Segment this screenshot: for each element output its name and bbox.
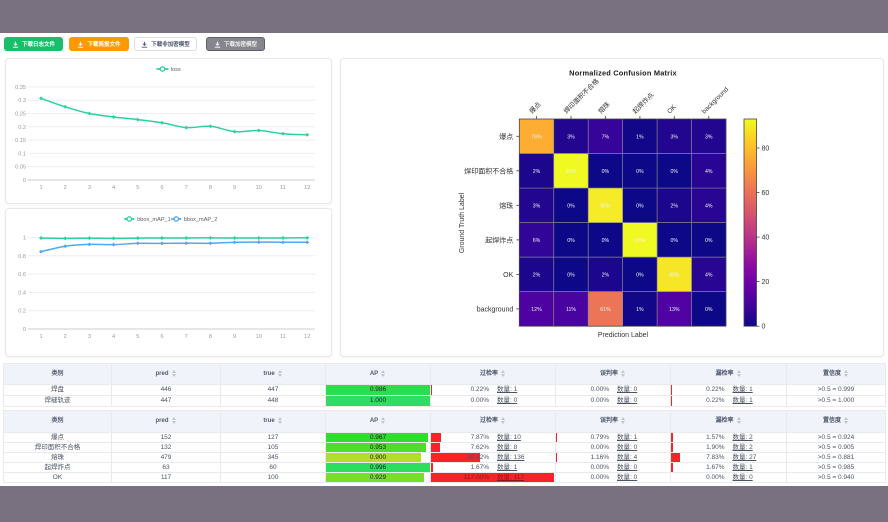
svg-text:0.1: 0.1: [18, 151, 26, 157]
svg-text:爆点: 爆点: [527, 99, 543, 115]
svg-text:0%: 0%: [602, 169, 610, 175]
svg-text:0.25: 0.25: [15, 112, 26, 118]
svg-text:0.6: 0.6: [18, 272, 26, 278]
svg-text:7: 7: [185, 334, 188, 340]
svg-text:12%: 12%: [531, 307, 542, 313]
svg-text:焊印面积不合格: 焊印面积不合格: [464, 166, 513, 175]
svg-text:0: 0: [23, 327, 26, 333]
svg-text:1%: 1%: [636, 134, 644, 140]
svg-text:0%: 0%: [636, 203, 644, 209]
svg-text:7: 7: [185, 185, 188, 191]
svg-text:9: 9: [233, 185, 236, 191]
svg-text:4: 4: [112, 334, 115, 340]
svg-text:10: 10: [256, 185, 262, 191]
svg-text:background: background: [701, 86, 731, 116]
svg-text:0%: 0%: [671, 169, 679, 175]
svg-text:Normalized Confusion Matrix: Normalized Confusion Matrix: [569, 69, 677, 78]
svg-text:4%: 4%: [705, 272, 713, 278]
svg-text:6: 6: [160, 185, 163, 191]
svg-text:11: 11: [280, 185, 286, 191]
svg-text:0.2: 0.2: [18, 125, 26, 131]
svg-text:0%: 0%: [567, 272, 575, 278]
svg-text:爆点: 爆点: [499, 132, 513, 141]
svg-text:起焊炸点: 起焊炸点: [485, 235, 513, 244]
svg-text:bbox_mAP_1: bbox_mAP_1: [137, 217, 171, 223]
svg-text:0.4: 0.4: [18, 290, 26, 296]
svg-text:焊印面积不合格: 焊印面积不合格: [562, 76, 601, 115]
svg-text:1%: 1%: [636, 307, 644, 313]
svg-text:1: 1: [39, 185, 42, 191]
svg-text:3: 3: [88, 334, 91, 340]
svg-text:0%: 0%: [602, 238, 610, 244]
svg-text:0%: 0%: [567, 238, 575, 244]
svg-text:2: 2: [64, 334, 67, 340]
svg-text:5: 5: [136, 334, 139, 340]
svg-text:0%: 0%: [636, 272, 644, 278]
svg-text:熔珠: 熔珠: [499, 201, 513, 210]
svg-text:3%: 3%: [567, 134, 575, 140]
svg-text:0: 0: [762, 324, 766, 331]
svg-text:0.3: 0.3: [18, 98, 26, 104]
svg-text:loss: loss: [171, 67, 181, 73]
svg-text:20: 20: [762, 279, 770, 286]
svg-text:3%: 3%: [671, 134, 679, 140]
svg-text:10: 10: [256, 334, 262, 340]
svg-text:熔珠: 熔珠: [596, 99, 612, 115]
svg-text:0%: 0%: [705, 238, 713, 244]
svg-text:80: 80: [762, 146, 770, 153]
svg-text:0: 0: [23, 178, 26, 184]
svg-text:4%: 4%: [705, 203, 713, 209]
svg-text:93%: 93%: [635, 238, 646, 244]
svg-text:6%: 6%: [533, 238, 541, 244]
svg-text:12: 12: [304, 185, 310, 191]
svg-text:0%: 0%: [705, 307, 713, 313]
svg-text:2%: 2%: [533, 272, 541, 278]
svg-text:7%: 7%: [602, 134, 610, 140]
svg-text:8: 8: [209, 334, 212, 340]
svg-text:0.2: 0.2: [18, 309, 26, 315]
svg-text:起焊炸点: 起焊炸点: [630, 90, 655, 115]
svg-text:13%: 13%: [669, 307, 680, 313]
svg-text:Ground Truth Label: Ground Truth Label: [459, 192, 466, 253]
svg-text:5: 5: [136, 185, 139, 191]
svg-text:2: 2: [64, 185, 67, 191]
svg-text:11%: 11%: [566, 307, 576, 313]
svg-text:8: 8: [209, 185, 212, 191]
svg-text:0.8: 0.8: [18, 254, 26, 260]
svg-text:90%: 90%: [600, 203, 611, 209]
svg-text:89%: 89%: [669, 272, 680, 278]
svg-text:2%: 2%: [602, 272, 610, 278]
svg-text:9: 9: [233, 334, 236, 340]
svg-text:76%: 76%: [531, 134, 542, 140]
svg-text:93%: 93%: [566, 169, 577, 175]
svg-text:40: 40: [762, 235, 770, 242]
svg-text:background: background: [477, 306, 514, 313]
svg-text:OK: OK: [666, 103, 678, 115]
svg-text:2%: 2%: [533, 169, 541, 175]
svg-text:4: 4: [112, 185, 115, 191]
svg-text:1: 1: [23, 236, 26, 242]
svg-text:12: 12: [304, 334, 310, 340]
svg-text:0.35: 0.35: [15, 85, 26, 91]
svg-text:61%: 61%: [600, 307, 611, 313]
svg-text:bbox_mAP_2: bbox_mAP_2: [184, 217, 218, 223]
svg-text:0.15: 0.15: [15, 138, 26, 144]
svg-text:4%: 4%: [705, 169, 713, 175]
svg-text:3%: 3%: [705, 134, 713, 140]
svg-text:0%: 0%: [636, 169, 644, 175]
svg-text:OK: OK: [503, 272, 513, 279]
svg-text:0%: 0%: [671, 238, 679, 244]
svg-text:60: 60: [762, 190, 770, 197]
svg-text:3%: 3%: [533, 203, 541, 209]
svg-text:0%: 0%: [567, 203, 575, 209]
svg-text:11: 11: [280, 334, 286, 340]
svg-text:1: 1: [39, 334, 42, 340]
svg-text:6: 6: [160, 334, 163, 340]
svg-text:Prediction Label: Prediction Label: [598, 332, 649, 339]
svg-text:3: 3: [88, 185, 91, 191]
svg-text:0.05: 0.05: [15, 165, 26, 171]
svg-text:2%: 2%: [671, 203, 679, 209]
